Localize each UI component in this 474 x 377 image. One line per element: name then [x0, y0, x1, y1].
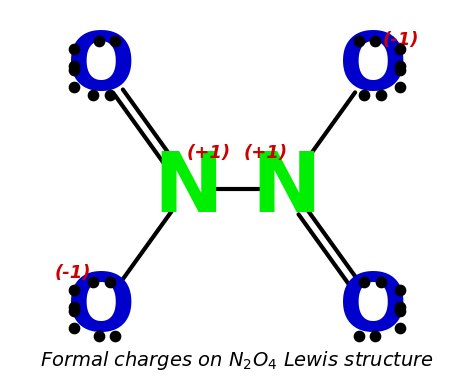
Point [70, 304, 78, 310]
Text: $\bf{\it{Formal\ charges\ on\ N_2O_4\ Lewis\ structure}}$: $\bf{\it{Formal\ charges\ on\ N_2O_4\ Le… [40, 348, 434, 372]
Point [361, 279, 368, 285]
Text: O: O [338, 29, 407, 107]
Point [396, 304, 404, 310]
Point [396, 287, 404, 293]
Point [95, 38, 102, 44]
Text: O: O [338, 270, 407, 348]
Point [70, 325, 78, 331]
Point [70, 287, 78, 293]
Text: N: N [251, 148, 321, 229]
Text: N: N [153, 148, 223, 229]
Text: (-1): (-1) [383, 31, 419, 49]
Text: (+1): (+1) [187, 144, 231, 162]
Text: O: O [67, 29, 136, 107]
Point [70, 67, 78, 73]
Point [106, 279, 113, 285]
Point [361, 92, 368, 98]
Point [396, 46, 404, 52]
Point [396, 63, 404, 69]
Point [70, 308, 78, 314]
Point [70, 63, 78, 69]
Point [355, 38, 363, 44]
Point [377, 279, 385, 285]
Point [372, 38, 379, 44]
Point [89, 279, 97, 285]
Point [377, 92, 385, 98]
Text: (+1): (+1) [243, 144, 287, 162]
Point [95, 333, 102, 339]
Point [70, 46, 78, 52]
Point [396, 308, 404, 314]
Point [396, 325, 404, 331]
Point [372, 333, 379, 339]
Point [355, 333, 363, 339]
Point [396, 67, 404, 73]
Point [396, 84, 404, 90]
Point [89, 92, 97, 98]
Point [70, 84, 78, 90]
Point [106, 92, 113, 98]
Point [111, 38, 119, 44]
Point [111, 333, 119, 339]
Text: (-1): (-1) [55, 264, 91, 282]
Text: O: O [67, 270, 136, 348]
